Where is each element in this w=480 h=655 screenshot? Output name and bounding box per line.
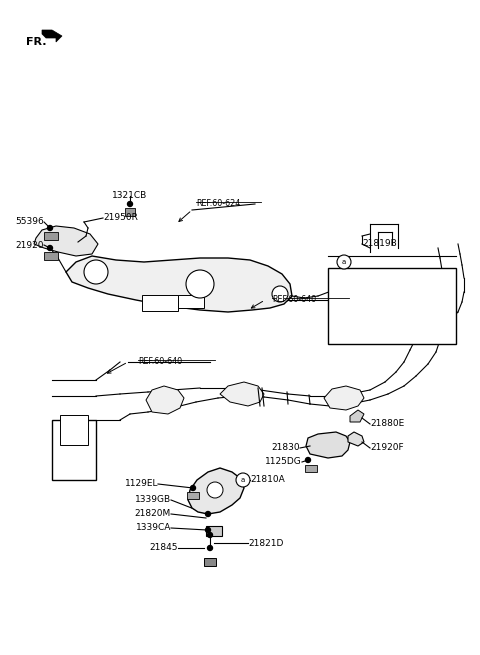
Polygon shape — [350, 410, 364, 422]
Circle shape — [207, 546, 213, 550]
Text: 21845: 21845 — [149, 544, 178, 553]
Text: a: a — [241, 477, 245, 483]
Text: 21821D: 21821D — [248, 538, 283, 548]
Bar — [187, 492, 199, 499]
Text: 21830: 21830 — [271, 443, 300, 453]
Polygon shape — [324, 386, 364, 410]
Text: 21820M: 21820M — [135, 510, 171, 519]
Text: 21880E: 21880E — [370, 419, 404, 428]
Text: 55396: 55396 — [15, 217, 44, 227]
Circle shape — [84, 260, 108, 284]
Polygon shape — [348, 432, 364, 446]
Circle shape — [207, 482, 223, 498]
Text: 21920F: 21920F — [370, 443, 404, 453]
Circle shape — [191, 485, 195, 491]
Text: REF.60-624: REF.60-624 — [196, 200, 240, 208]
Text: REF.60-640: REF.60-640 — [138, 358, 182, 367]
Text: 21950R: 21950R — [103, 214, 138, 223]
Text: 21920: 21920 — [15, 240, 44, 250]
Text: a: a — [342, 259, 346, 265]
Circle shape — [272, 286, 288, 302]
Circle shape — [48, 225, 52, 231]
Circle shape — [205, 512, 211, 517]
Polygon shape — [220, 382, 264, 406]
Bar — [178, 295, 204, 308]
Text: 21810A: 21810A — [250, 476, 285, 485]
Bar — [44, 232, 58, 240]
Polygon shape — [66, 256, 292, 312]
Bar — [142, 295, 178, 311]
Bar — [328, 268, 456, 344]
Circle shape — [205, 527, 211, 533]
Circle shape — [186, 270, 214, 298]
Text: 21819B: 21819B — [362, 240, 397, 248]
Polygon shape — [306, 432, 350, 458]
Bar — [204, 558, 216, 566]
Bar — [60, 415, 88, 445]
Polygon shape — [42, 30, 62, 42]
Circle shape — [305, 457, 311, 462]
Circle shape — [48, 246, 52, 250]
Bar — [52, 420, 96, 480]
Text: 1125DG: 1125DG — [265, 457, 302, 466]
Polygon shape — [146, 386, 184, 414]
Bar — [305, 465, 317, 472]
Bar — [44, 252, 58, 260]
Text: REF.60-640: REF.60-640 — [272, 295, 316, 305]
Circle shape — [337, 255, 351, 269]
Text: 1321CB: 1321CB — [112, 191, 148, 200]
Polygon shape — [188, 468, 244, 514]
Text: 1339CA: 1339CA — [136, 523, 171, 533]
Circle shape — [128, 202, 132, 206]
Text: FR.: FR. — [26, 37, 47, 47]
Circle shape — [236, 473, 250, 487]
Text: 1129EL: 1129EL — [124, 479, 158, 489]
Bar — [125, 208, 135, 216]
Circle shape — [207, 533, 213, 538]
Polygon shape — [34, 226, 98, 256]
Text: 1339GB: 1339GB — [135, 495, 171, 504]
Bar — [206, 526, 222, 536]
